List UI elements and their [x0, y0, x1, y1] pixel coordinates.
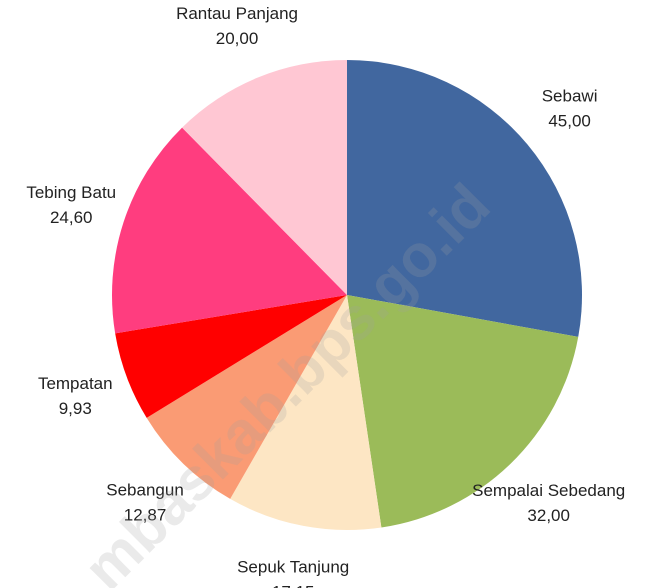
pie-slice: [146, 295, 347, 499]
value-label: 12,87: [124, 506, 167, 525]
category-label: Sebangun: [106, 481, 184, 500]
pie-slice: [230, 295, 382, 530]
category-label: Tebing Batu: [26, 183, 116, 202]
value-label: 32,00: [527, 506, 570, 525]
category-label: Sepuk Tanjung: [237, 557, 349, 576]
pie: [112, 60, 582, 530]
category-label: Tempatan: [38, 374, 113, 393]
pie-slice: [182, 60, 347, 295]
value-label: 17,15: [272, 582, 315, 588]
value-label: 24,60: [50, 208, 93, 227]
category-label: Rantau Panjang: [176, 4, 298, 23]
pie-slice: [347, 295, 579, 528]
category-label: Sempalai Sebedang: [472, 481, 625, 500]
value-label: 9,93: [59, 399, 92, 418]
category-label: Sebawi: [542, 87, 598, 106]
pie-slice: [347, 60, 582, 337]
value-label: 45,00: [548, 112, 591, 131]
pie-slice: [112, 127, 348, 334]
value-label: 20,00: [216, 29, 259, 48]
pie-slice: [115, 295, 347, 418]
labels: Sebawi 45,00 Sempalai Sebedang 32,00 Sepuk T…: [26, 4, 625, 588]
